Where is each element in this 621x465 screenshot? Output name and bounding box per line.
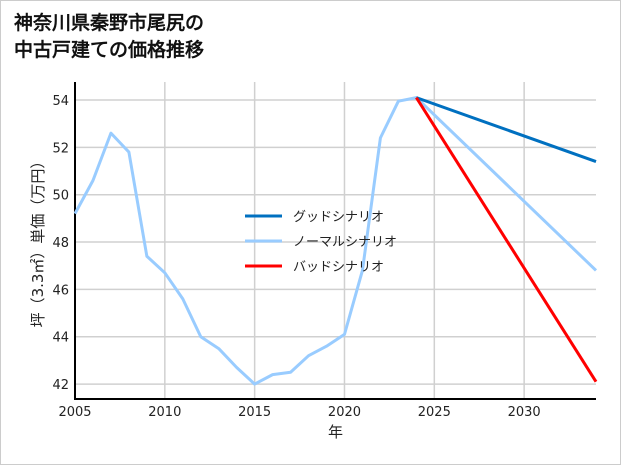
x-tick-label: 2005 [58,405,91,420]
chart-title: 神奈川県秦野市尾尻の 中古戸建ての価格推移 [14,10,204,64]
x-axis-label: 年 [328,423,343,441]
legend-label: バッドシナリオ [293,260,384,275]
x-tick-label: 2030 [508,405,541,420]
y-tick-label: 50 [52,189,69,204]
series-line-2 [415,96,598,383]
x-tick-label: 2020 [328,405,361,420]
y-tick-label: 48 [52,236,69,251]
y-tick-label: 52 [52,141,69,156]
x-tick-label: 2015 [238,405,271,420]
series-line-0 [415,96,597,163]
title-line-1: 神奈川県秦野市尾尻の [14,12,205,34]
y-tick-label: 54 [52,94,69,109]
y-tick-label: 44 [52,331,69,346]
series-line-1 [73,96,598,386]
x-tick-label: 2010 [148,405,181,420]
x-tick-label: 2025 [418,405,451,420]
y-tick-label: 42 [52,378,69,393]
y-tick-label: 46 [52,283,69,298]
legend-label: ノーマルシナリオ [293,235,397,250]
y-axis-label: 坪（3.3㎡）単価（万円） [29,154,47,328]
title-line-2: 中古戸建ての価格推移 [14,39,205,61]
legend-label: グッドシナリオ [293,210,384,225]
